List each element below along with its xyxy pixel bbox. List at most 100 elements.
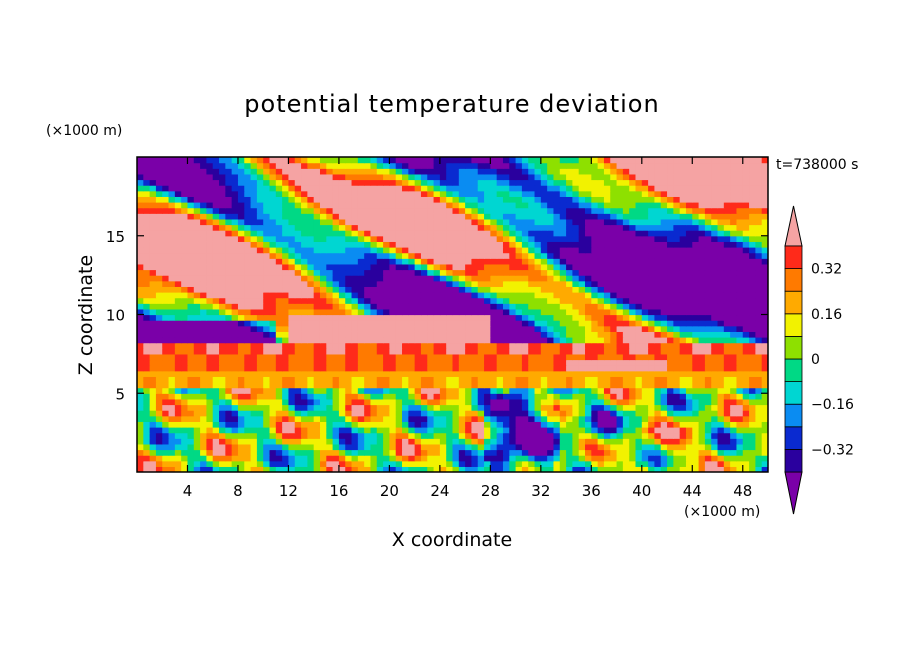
heatmap-cell (282, 382, 290, 389)
heatmap-cell (256, 427, 264, 434)
heatmap-cell (389, 297, 397, 304)
heatmap-cell (458, 314, 466, 321)
heatmap-cell (572, 432, 580, 439)
heatmap-cell (446, 421, 454, 428)
heatmap-cell (313, 275, 321, 282)
heatmap-cell (206, 404, 214, 411)
heatmap-cell (572, 235, 580, 242)
heatmap-cell (749, 353, 756, 361)
heatmap-cell (168, 438, 176, 445)
heatmap-cell (685, 331, 693, 338)
heatmap-cell (301, 202, 308, 209)
heatmap-cell (364, 263, 372, 271)
heatmap-cell (521, 320, 529, 327)
heatmap-cell (313, 455, 321, 462)
heatmap-cell (673, 241, 681, 248)
heatmap-cell (496, 224, 504, 231)
heatmap-cell (351, 275, 359, 282)
heatmap-cell (181, 387, 189, 394)
heatmap-cell (616, 382, 624, 389)
heatmap-cell (301, 269, 308, 276)
heatmap-cell (149, 252, 157, 259)
heatmap-cell (540, 421, 548, 428)
heatmap-cell (622, 421, 630, 428)
heatmap-cell (200, 404, 208, 411)
heatmap-cell (294, 359, 302, 366)
heatmap-cell (244, 398, 252, 406)
heatmap-cell (389, 247, 397, 254)
heatmap-cell (402, 269, 409, 276)
heatmap-cell (566, 432, 573, 439)
heatmap-cell (149, 342, 157, 349)
heatmap-cell (231, 308, 239, 316)
heatmap-cell (566, 207, 573, 214)
heatmap-cell (370, 398, 378, 406)
heatmap-cell (534, 393, 542, 400)
heatmap-cell (364, 235, 372, 242)
heatmap-cell (521, 224, 529, 231)
heatmap-cell (667, 196, 674, 203)
heatmap-cell (471, 348, 479, 355)
heatmap-cell (711, 455, 719, 462)
heatmap-cell (319, 460, 327, 467)
heatmap-cell (515, 190, 523, 197)
heatmap-cell (755, 342, 763, 349)
heatmap-cell (648, 252, 656, 259)
heatmap-cell (200, 466, 208, 472)
heatmap-cell (269, 393, 277, 400)
heatmap-cell (515, 230, 523, 237)
heatmap-cell (420, 190, 428, 197)
heatmap-cell (553, 387, 561, 394)
heatmap-cell (654, 443, 662, 451)
heatmap-cell (338, 353, 346, 361)
heatmap-cell (667, 202, 674, 209)
heatmap-cell (591, 449, 599, 456)
heatmap-cell (275, 438, 283, 445)
heatmap-cell (408, 252, 416, 259)
heatmap-cell (137, 432, 144, 439)
heatmap-cell (155, 393, 163, 400)
heatmap-cell (723, 196, 731, 203)
heatmap-cell (414, 247, 422, 254)
heatmap-cell (496, 258, 504, 265)
heatmap-cell (660, 455, 668, 462)
heatmap-cell (641, 337, 649, 344)
heatmap-cell (603, 342, 611, 349)
heatmap-cell (673, 247, 681, 254)
heatmap-cell (408, 196, 416, 203)
heatmap-cell (338, 398, 346, 406)
heatmap-cell (465, 353, 473, 361)
heatmap-cell (742, 252, 750, 259)
heatmap-cell (559, 398, 567, 406)
heatmap-cell (585, 393, 592, 400)
heatmap-cell (288, 348, 296, 355)
heatmap-cell (553, 455, 561, 462)
heatmap-cell (237, 230, 245, 237)
heatmap-cell (465, 196, 473, 203)
heatmap-cell (219, 443, 226, 451)
heatmap-cell (704, 398, 712, 406)
heatmap-cell (364, 213, 372, 220)
heatmap-cell (660, 280, 668, 287)
heatmap-cell (585, 308, 592, 316)
heatmap-cell (509, 303, 517, 310)
heatmap-cell (458, 359, 466, 366)
heatmap-cell (521, 263, 529, 271)
heatmap-cell (351, 432, 359, 439)
heatmap-cell (332, 443, 340, 451)
heatmap-cell (534, 241, 542, 248)
heatmap-cell (755, 325, 763, 332)
heatmap-cell (547, 348, 555, 355)
heatmap-cell (603, 393, 611, 400)
heatmap-cell (465, 224, 473, 231)
heatmap-cell (477, 325, 485, 332)
heatmap-cell (446, 230, 454, 237)
heatmap-cell (168, 353, 176, 361)
heatmap-cell (402, 202, 409, 209)
heatmap-cell (168, 432, 176, 439)
heatmap-cell (345, 280, 353, 287)
heatmap-cell (275, 275, 283, 282)
heatmap-cell (477, 269, 485, 276)
heatmap-cell (237, 190, 245, 197)
heatmap-cell (704, 292, 712, 299)
